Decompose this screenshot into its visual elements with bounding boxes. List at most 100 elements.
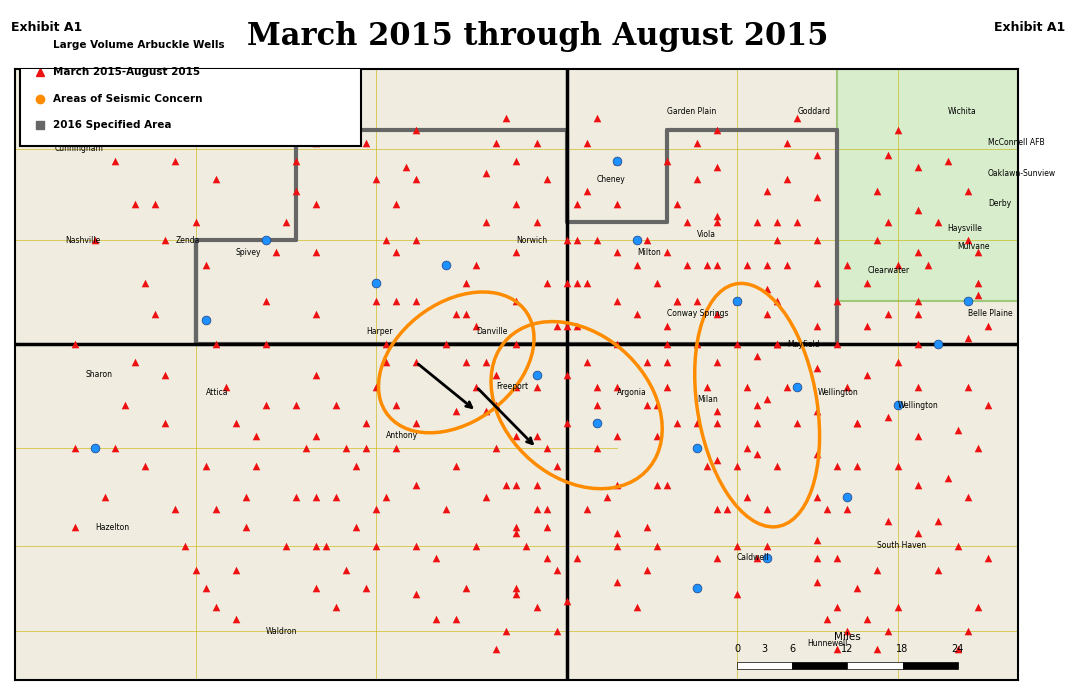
Point	[287, 491, 305, 502]
Point	[659, 479, 676, 490]
Point	[839, 503, 856, 514]
Point	[979, 400, 996, 411]
Point	[738, 382, 755, 393]
Point	[457, 277, 475, 288]
Point	[287, 400, 305, 411]
Point	[367, 174, 384, 185]
Point	[608, 155, 625, 166]
Point	[548, 564, 565, 575]
Text: Viola: Viola	[697, 229, 716, 238]
Point	[638, 235, 655, 246]
Point	[478, 357, 495, 368]
Point	[969, 290, 987, 301]
Point	[708, 406, 725, 417]
Point	[659, 338, 676, 350]
Point	[728, 338, 746, 350]
Point	[909, 308, 926, 319]
Point	[749, 216, 766, 227]
Point	[558, 277, 576, 288]
Point	[257, 235, 274, 246]
Point	[197, 314, 214, 325]
Point	[408, 479, 425, 490]
Point	[689, 137, 706, 148]
Point	[538, 503, 555, 514]
Point	[889, 259, 906, 270]
Point	[538, 522, 555, 533]
Point	[408, 174, 425, 185]
Point	[478, 491, 495, 502]
Point	[227, 614, 244, 625]
Point	[738, 491, 755, 502]
Point	[327, 491, 344, 502]
Point	[427, 553, 444, 564]
Text: Areas of Seismic Concern: Areas of Seismic Concern	[53, 94, 202, 104]
Text: Spivey: Spivey	[236, 248, 261, 257]
Point	[628, 308, 646, 319]
Point	[738, 259, 755, 270]
Point	[608, 247, 625, 258]
Point	[779, 382, 796, 393]
Point	[809, 491, 826, 502]
Point	[528, 479, 546, 490]
Point	[568, 198, 585, 209]
Point	[308, 369, 325, 380]
Point	[387, 198, 405, 209]
Point	[67, 522, 84, 533]
Point	[157, 418, 174, 429]
Point	[508, 479, 525, 490]
Point	[708, 455, 725, 466]
Text: March 2015 through August 2015: March 2015 through August 2015	[247, 21, 829, 52]
Point	[879, 149, 896, 161]
Point	[378, 357, 395, 368]
Point	[829, 461, 846, 472]
Point	[879, 516, 896, 527]
Point	[387, 442, 405, 453]
Point	[608, 338, 625, 350]
Point	[558, 418, 576, 429]
Point	[589, 418, 606, 429]
Point	[869, 564, 887, 575]
Point	[568, 277, 585, 288]
Point	[979, 320, 996, 332]
Text: 2016 Specified Area: 2016 Specified Area	[53, 120, 171, 131]
Point	[759, 540, 776, 551]
Point	[457, 583, 475, 594]
Point	[768, 338, 785, 350]
Point	[548, 626, 565, 637]
Point	[487, 400, 505, 411]
Point	[829, 644, 846, 655]
Point	[137, 461, 154, 472]
Point	[628, 235, 646, 246]
Point	[508, 430, 525, 441]
Point	[87, 442, 104, 453]
Point	[508, 247, 525, 258]
Point	[237, 522, 254, 533]
Text: March 2015-August 2015: March 2015-August 2015	[53, 67, 200, 76]
Point	[67, 442, 84, 453]
Point	[187, 564, 204, 575]
Point	[849, 583, 866, 594]
Point	[879, 308, 896, 319]
Point	[578, 277, 595, 288]
Text: Freeport: Freeport	[496, 382, 528, 391]
Point	[457, 308, 475, 319]
Point	[589, 442, 606, 453]
Point	[367, 382, 384, 393]
Point	[849, 461, 866, 472]
Text: Caldwell: Caldwell	[737, 553, 769, 562]
Point	[759, 186, 776, 197]
Point	[387, 247, 405, 258]
Point	[708, 503, 725, 514]
Point	[97, 491, 114, 502]
Text: Exhibit A1: Exhibit A1	[994, 21, 1065, 34]
Text: Norwich: Norwich	[516, 236, 548, 245]
Point	[308, 430, 325, 441]
Point	[408, 124, 425, 136]
FancyBboxPatch shape	[20, 17, 360, 145]
Point	[408, 357, 425, 368]
Bar	[792, 662, 848, 669]
Point	[408, 589, 425, 600]
Point	[809, 577, 826, 588]
Point	[528, 382, 546, 393]
Point	[839, 626, 856, 637]
